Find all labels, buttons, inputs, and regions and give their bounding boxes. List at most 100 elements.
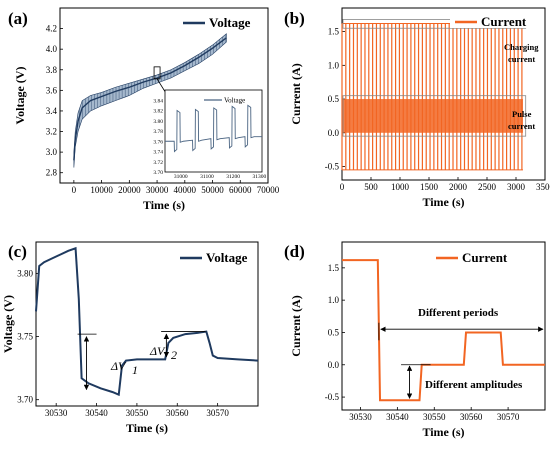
- panel-label-b: (b): [284, 9, 305, 28]
- x-tick-label: 60000: [229, 185, 252, 195]
- x-axis-label: Time (s): [422, 195, 464, 209]
- x-tick-label: 30570: [497, 412, 520, 422]
- y-tick-label: 0.0: [328, 128, 340, 138]
- x-tick-label: 3500: [536, 182, 550, 192]
- inset-y-tick-label: 3.72: [153, 160, 163, 166]
- panel-label-c: (c): [8, 242, 27, 261]
- inset-y-tick-label: 3.84: [153, 98, 163, 104]
- x-tick-label: 30540: [85, 408, 108, 418]
- panel-b: 0 500 1000 1500 2000 2500 3000 3500 -0.5 0.0 0.5 1.…: [289, 7, 550, 209]
- x-tick-label: 30570: [206, 408, 229, 418]
- y-tick-label: 3.80: [17, 269, 33, 279]
- panel-label-a: (a): [8, 9, 28, 28]
- y-tick-label: 1.5: [328, 263, 340, 273]
- x-tick-label: 30550: [423, 412, 446, 422]
- legend-label: Voltage: [209, 15, 251, 30]
- x-tick-label: 30560: [166, 408, 189, 418]
- y-tick-label: 1.5: [328, 27, 340, 37]
- delta-v2-label: ΔV: [149, 344, 166, 358]
- delta-v2-subscript: 2: [171, 348, 177, 362]
- legend-label: Voltage: [206, 250, 248, 265]
- y-tick-label: 3.4: [46, 106, 58, 116]
- y-tick-label: 3.8: [46, 65, 58, 75]
- inset-y-tick-label: 3.70: [153, 170, 163, 176]
- y-tick-label: 3.0: [46, 147, 58, 157]
- pulse-band: [342, 99, 523, 133]
- inset-y-tick-label: 3.76: [153, 139, 163, 145]
- x-tick-label: 1500: [420, 182, 439, 192]
- panel-a: 0 10000 20000 30000 40000 50000 60000 70000 2.8 3…: [13, 7, 280, 212]
- x-tick-label: 0: [340, 182, 345, 192]
- y-axis-label: Current (A): [289, 295, 303, 356]
- panel-d: 30530 30540 30550 30560 30570 -0.5 0.0 0.5 1.0 1.…: [289, 241, 546, 439]
- plot-frame: [341, 241, 546, 411]
- delta-v1-subscript: 1: [132, 363, 138, 377]
- voltage-envelope: [73, 33, 227, 168]
- x-axis-label: Time (s): [126, 421, 168, 435]
- pulse-current-label: Pulse: [512, 109, 532, 119]
- charging-current-label: current: [508, 54, 535, 64]
- pulse-current-label: current: [508, 121, 535, 131]
- inset-y-tick-label: 3.78: [153, 129, 163, 135]
- x-tick-label: 30560: [460, 412, 483, 422]
- y-tick-label: 1.0: [328, 295, 340, 305]
- y-tick-label: 4.0: [46, 44, 58, 54]
- x-tick-label: 10000: [90, 185, 113, 195]
- y-tick-label: 4.2: [46, 24, 57, 34]
- different-amplitudes-label: Different amplitudes: [425, 379, 523, 391]
- y-tick-label: 2.8: [46, 168, 58, 178]
- pulse-box: [342, 95, 527, 137]
- x-tick-label: 50000: [201, 185, 224, 195]
- plot-frame: [59, 7, 269, 184]
- voltage-line: [35, 246, 259, 397]
- x-tick-label: 3000: [507, 182, 526, 192]
- x-tick-label: 30530: [45, 408, 68, 418]
- x-tick-label: 30000: [146, 185, 169, 195]
- legend-bg: [450, 14, 542, 28]
- inset-legend-label: Voltage: [224, 97, 245, 105]
- x-tick-label: 30550: [126, 408, 149, 418]
- inset-x-tick-label: 31000: [174, 174, 188, 180]
- x-tick-label: 500: [364, 182, 378, 192]
- charging-current-label: Charging: [504, 42, 539, 52]
- y-tick-label: 0.5: [328, 94, 340, 104]
- x-tick-label: 70000: [257, 185, 280, 195]
- panel-c: 30530 30540 30550 30560 30570 3.70 3.75 3.80 Tim…: [1, 241, 259, 435]
- panel-label-d: (d): [284, 242, 305, 261]
- y-axis-label: Voltage (V): [13, 67, 27, 125]
- x-axis-label: Time (s): [143, 198, 185, 212]
- y-tick-label: -0.5: [325, 392, 340, 402]
- x-tick-label: 0: [72, 185, 77, 195]
- inset-y-tick-label: 3.80: [153, 119, 163, 125]
- voltage-line: [73, 37, 227, 161]
- y-tick-label: 3.6: [46, 85, 58, 95]
- y-tick-label: 0.5: [328, 327, 340, 337]
- x-tick-label: 20000: [118, 185, 141, 195]
- legend-label: Current: [481, 14, 527, 29]
- x-axis-label: Time (s): [422, 425, 464, 439]
- x-tick-label: 1000: [391, 182, 410, 192]
- y-tick-label: 1.0: [328, 60, 340, 70]
- y-axis-label: Voltage (V): [1, 295, 15, 353]
- legend-label: Current: [462, 250, 508, 265]
- x-tick-label: 2000: [449, 182, 468, 192]
- x-tick-label: 40000: [174, 185, 197, 195]
- inset-voltage-line: [165, 104, 262, 153]
- inset-y-tick-label: 3.82: [153, 109, 163, 115]
- y-tick-label: 3.75: [17, 332, 33, 342]
- inset-x-tick-label: 31100: [200, 174, 214, 180]
- plot-frame: [35, 241, 259, 407]
- x-tick-label: 2500: [478, 182, 497, 192]
- y-tick-label: 3.2: [46, 127, 57, 137]
- y-tick-label: 0.0: [328, 360, 340, 370]
- delta-v1-label: ΔV: [110, 359, 127, 373]
- y-tick-label: -0.5: [325, 162, 340, 172]
- x-tick-label: 30530: [349, 412, 372, 422]
- different-periods-label: Different periods: [418, 307, 499, 319]
- y-axis-label: Current (A): [289, 63, 303, 124]
- inset-x-tick-label: 31300: [253, 174, 267, 180]
- y-tick-label: 3.70: [17, 395, 33, 405]
- inset-x-tick-label: 31200: [226, 174, 240, 180]
- x-tick-label: 30540: [386, 412, 409, 422]
